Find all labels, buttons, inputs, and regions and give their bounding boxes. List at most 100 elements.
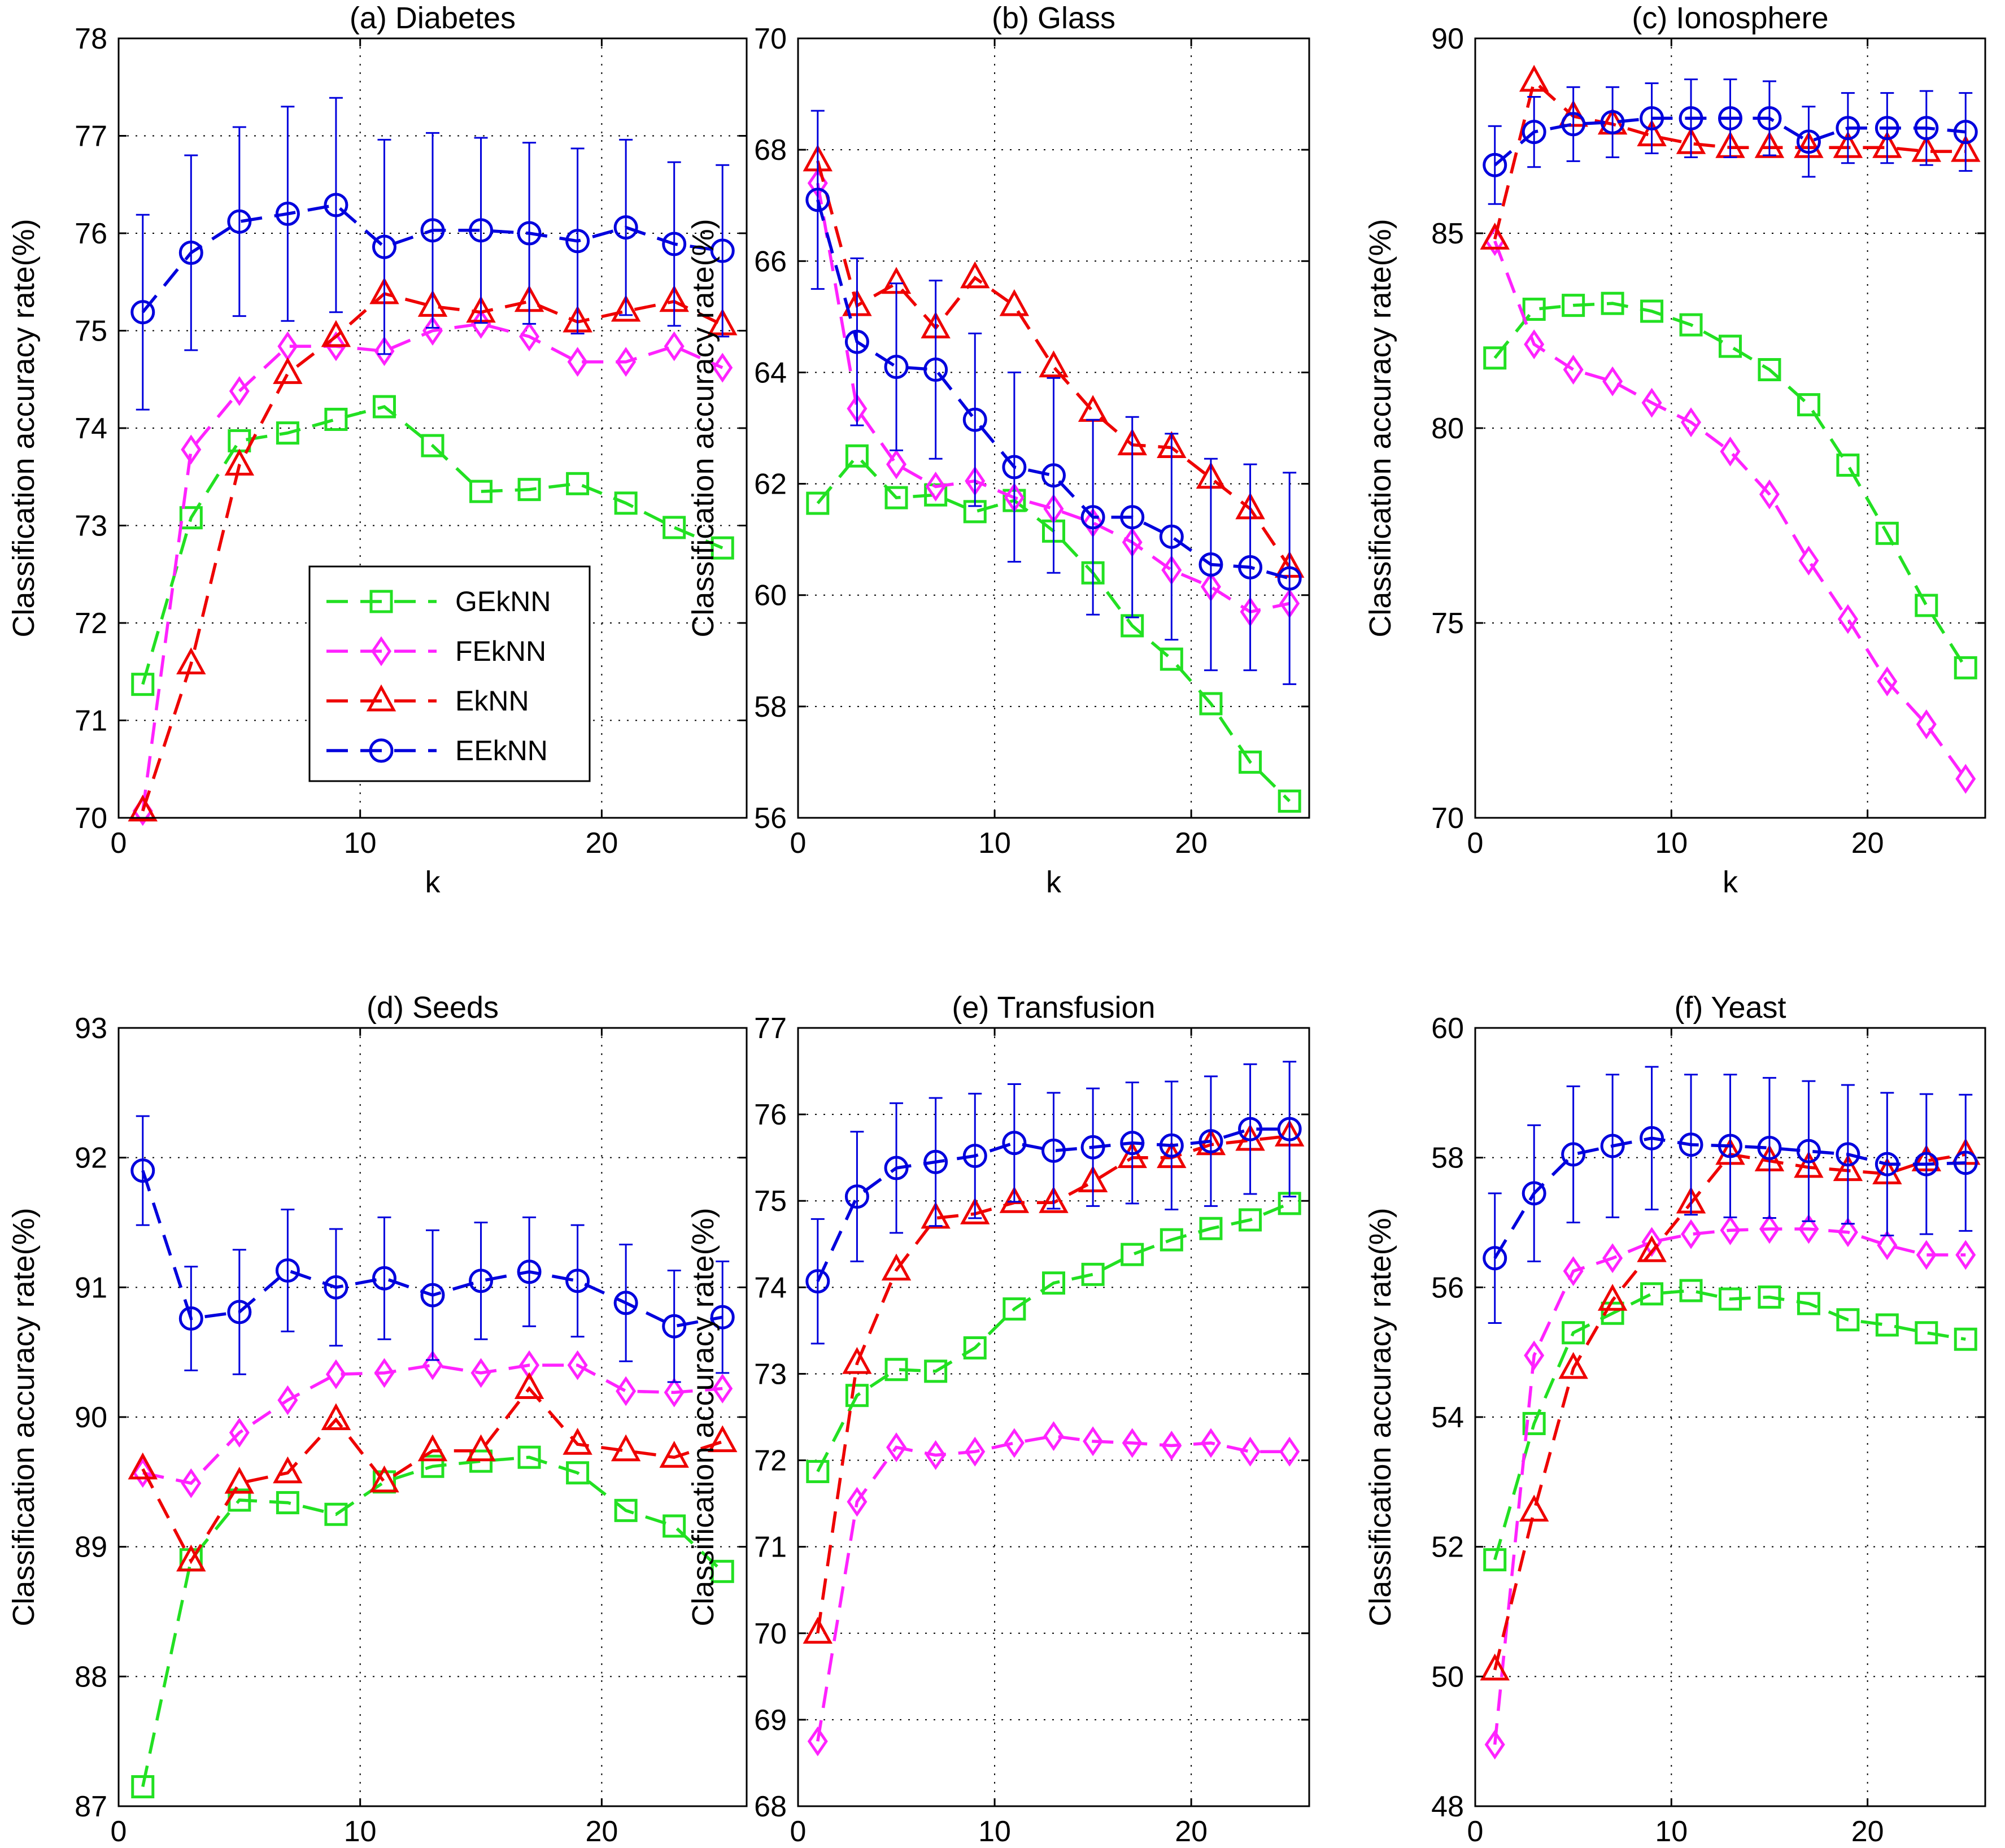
x-tick-label: 20 — [585, 1815, 618, 1848]
data-point — [1836, 1142, 1860, 1167]
y-tick-label: 58 — [754, 691, 787, 723]
data-point — [845, 444, 869, 468]
y-tick-label: 56 — [754, 802, 787, 835]
data-point — [1159, 1133, 1184, 1158]
legend-item-eknn: EkNN — [326, 684, 529, 717]
data-point — [847, 1487, 868, 1517]
axes-frame — [797, 37, 1310, 819]
data-point — [844, 1184, 869, 1209]
data-point — [960, 1197, 990, 1224]
data-point — [1600, 1134, 1625, 1158]
data-point — [1640, 299, 1664, 323]
legend-label: EEkNN — [455, 735, 548, 766]
data-point — [1679, 1279, 1703, 1302]
data-point — [1600, 110, 1625, 134]
data-point — [369, 1465, 399, 1493]
data-point — [321, 320, 351, 347]
data-point — [372, 395, 396, 419]
series-feknn — [807, 1421, 1300, 1757]
data-point — [1160, 647, 1183, 671]
series-eeknn — [805, 110, 1302, 685]
data-point — [1083, 1426, 1104, 1457]
legend-box — [308, 565, 591, 782]
panel-5: 68 69 70 71 72 73 74 75 76 77 0 10 20 (e) Transfusion… — [686, 991, 1310, 1848]
data-point — [565, 229, 590, 254]
data-point — [1122, 1428, 1143, 1458]
x-tick-label: 10 — [344, 827, 377, 860]
data-point — [1679, 106, 1703, 130]
data-point — [1602, 1243, 1623, 1274]
panel-title: (e) Transfusion — [952, 991, 1155, 1025]
y-tick-label: 76 — [754, 1099, 787, 1131]
data-point — [277, 1385, 298, 1415]
data-point — [1080, 1135, 1105, 1160]
data-point — [1681, 407, 1702, 438]
data-point — [1238, 1117, 1263, 1141]
data-point — [999, 1186, 1030, 1213]
y-tick-label: 80 — [1431, 412, 1464, 445]
data-point — [519, 321, 540, 352]
data-point — [963, 1336, 987, 1360]
y-tick-label: 78 — [75, 23, 107, 55]
data-point — [1039, 1186, 1069, 1213]
data-point — [807, 1726, 828, 1757]
data-point — [1161, 1431, 1182, 1461]
data-point — [1199, 1217, 1223, 1240]
y-tick-label: 76 — [75, 217, 107, 250]
panel-2: 56 58 60 62 64 66 68 70 0 10 20 (b) Glass k Classific… — [686, 1, 1310, 899]
y-tick-label: 93 — [75, 1012, 107, 1045]
data-point — [1522, 298, 1546, 321]
data-point — [1758, 1285, 1781, 1309]
y-tick-label: 50 — [1431, 1660, 1464, 1693]
y-axis-label: Classification accuracy rate(%) — [7, 219, 41, 637]
data-point — [1681, 1219, 1702, 1249]
data-point — [1954, 1327, 1977, 1351]
panel-title: (a) Diabetes — [350, 1, 516, 35]
data-point — [324, 1502, 348, 1526]
data-point — [1120, 1131, 1145, 1156]
data-point — [1563, 1256, 1584, 1287]
data-point — [1955, 764, 1976, 794]
data-point — [884, 486, 908, 509]
data-point — [229, 1418, 250, 1448]
data-point — [1718, 106, 1742, 130]
y-tick-label: 73 — [75, 510, 107, 543]
data-point — [420, 1283, 445, 1307]
data-point — [1602, 366, 1623, 396]
series-geknn — [806, 1192, 1301, 1483]
data-point — [517, 1445, 541, 1469]
data-point — [1836, 116, 1860, 141]
data-point — [374, 336, 395, 367]
y-tick-label: 62 — [754, 468, 787, 501]
data-point — [178, 241, 203, 265]
data-point — [324, 1275, 348, 1300]
x-axis-label: k — [1723, 865, 1738, 899]
data-point — [884, 1358, 908, 1381]
data-point — [1160, 1228, 1183, 1252]
data-point — [1640, 1126, 1664, 1150]
data-point — [1955, 1240, 1976, 1270]
series-geknn — [1483, 291, 1977, 679]
data-point — [614, 491, 638, 515]
data-point — [1637, 1235, 1667, 1262]
legend-label: FEkNN — [455, 635, 546, 667]
series-line — [141, 1386, 723, 1564]
data-point — [1563, 355, 1584, 385]
panel-3: 70 75 80 85 90 0 10 20 (c) Ionosphere k Classifica… — [1363, 1, 1986, 899]
y-tick-label: 52 — [1431, 1531, 1464, 1564]
y-tick-label: 85 — [1431, 217, 1464, 250]
data-point — [1080, 505, 1105, 530]
y-axis-label: Classification accuracy rate(%) — [1363, 1208, 1397, 1626]
data-point — [131, 673, 155, 696]
data-point — [1159, 524, 1184, 549]
x-tick-label: 20 — [1175, 827, 1208, 860]
data-point — [844, 329, 869, 354]
y-tick-label: 75 — [1431, 607, 1464, 640]
data-point — [806, 1459, 830, 1483]
data-point — [566, 1461, 590, 1485]
data-point — [1519, 64, 1549, 92]
data-point — [566, 472, 590, 495]
data-point — [514, 1372, 544, 1399]
series-line — [816, 199, 1290, 580]
